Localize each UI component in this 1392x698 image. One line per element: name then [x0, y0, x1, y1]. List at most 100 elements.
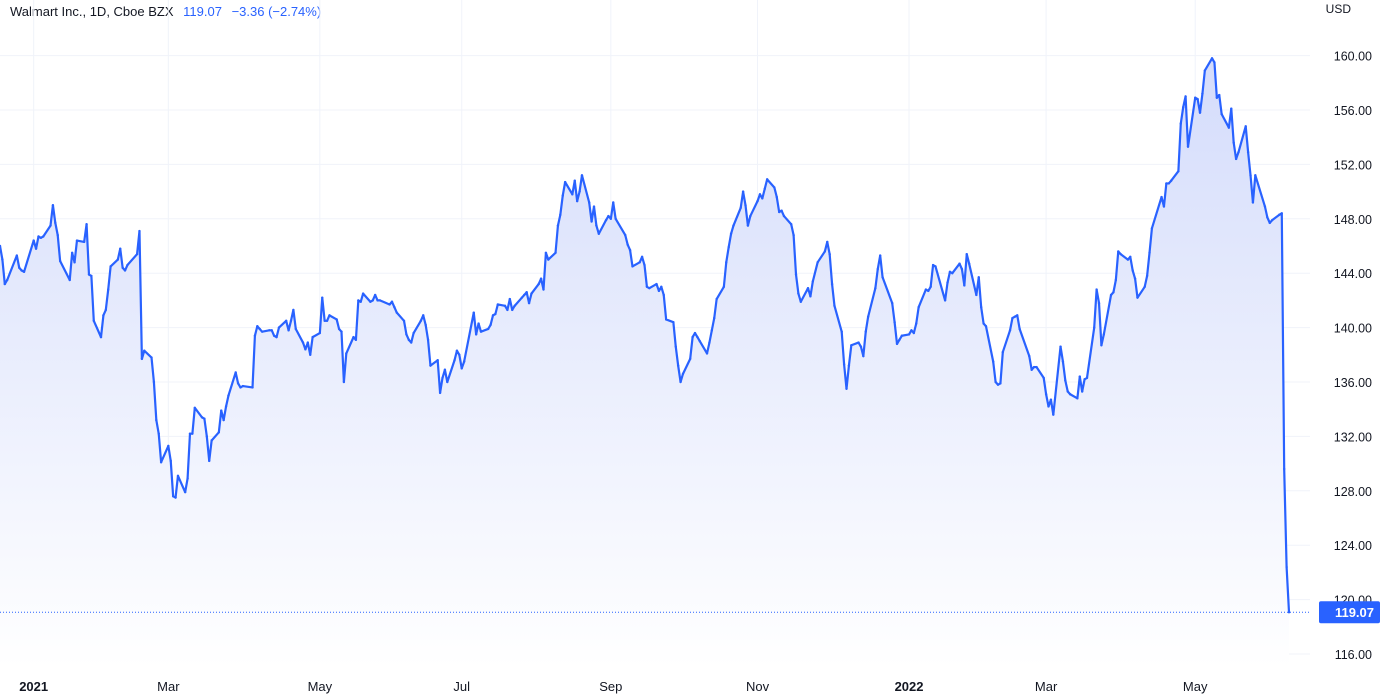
data-point [626, 243, 629, 246]
data-point [340, 330, 343, 333]
data-point [912, 331, 916, 335]
data-point [590, 220, 593, 223]
data-point [474, 333, 478, 336]
data-point [438, 391, 442, 395]
data-point [82, 240, 86, 244]
data-point [698, 340, 702, 343]
data-point [68, 278, 71, 282]
data-point [982, 322, 985, 325]
data-point [1162, 205, 1166, 208]
data-point [713, 316, 716, 320]
data-point [157, 432, 160, 435]
data-point [1268, 221, 1271, 225]
data-point [898, 338, 901, 342]
data-point [460, 367, 463, 370]
data-point [186, 477, 189, 480]
data-point [294, 327, 297, 331]
data-point [410, 341, 413, 344]
data-point [270, 329, 273, 332]
data-point [741, 190, 745, 193]
data-point [1076, 397, 1079, 400]
data-point [256, 325, 259, 328]
data-point [946, 281, 949, 284]
y-tick-label: 148.00 [1334, 213, 1372, 227]
data-point [1028, 354, 1031, 358]
data-point [1287, 611, 1291, 614]
data-point [376, 299, 379, 302]
data-point [1083, 378, 1086, 381]
data-point [963, 284, 966, 287]
data-point [1042, 376, 1045, 380]
data-point [893, 320, 896, 324]
data-point [34, 247, 38, 250]
data-point [51, 204, 55, 207]
data-point [999, 382, 1002, 385]
data-point [924, 288, 928, 291]
data-point [1270, 218, 1274, 222]
data-point [960, 267, 964, 271]
data-point [426, 338, 430, 342]
data-point [660, 285, 663, 288]
data-point [494, 312, 497, 316]
data-point [446, 380, 449, 384]
data-point [1249, 174, 1252, 177]
data-point [580, 174, 584, 177]
data-point [559, 213, 562, 216]
data-point [727, 246, 730, 249]
data-point [506, 308, 509, 312]
y-tick-label: 144.00 [1334, 267, 1372, 281]
data-point [119, 247, 122, 250]
data-point [696, 335, 699, 339]
data-point [614, 217, 617, 220]
data-point [1280, 212, 1283, 215]
data-point [1220, 112, 1223, 116]
data-point [455, 349, 459, 352]
data-point [20, 269, 23, 272]
data-point [878, 254, 882, 257]
data-point [746, 224, 750, 227]
data-point [859, 345, 863, 348]
data-point [927, 289, 930, 293]
data-point [833, 304, 836, 308]
data-point [477, 322, 480, 325]
data-point [56, 233, 59, 237]
data-point [424, 323, 427, 327]
data-point [1097, 301, 1101, 305]
data-point [729, 232, 733, 235]
data-point [563, 180, 567, 184]
data-point [1196, 97, 1199, 101]
data-point [1112, 291, 1115, 294]
data-point [1011, 316, 1014, 320]
price-axis[interactable]: 160.00 156.00 152.00 148.00 144.00 140.00 136.… [1334, 50, 1372, 662]
data-point [73, 261, 76, 264]
data-point [1143, 285, 1146, 288]
time-axis[interactable]: 2021 Mar May Jul Sep Nov 2022 Mar May [19, 679, 1208, 694]
data-point [121, 266, 124, 269]
data-point [402, 319, 406, 322]
data-point [777, 210, 781, 214]
data-point [1, 258, 4, 261]
data-point [126, 263, 129, 267]
data-point [674, 345, 677, 348]
data-point [1244, 125, 1247, 128]
data-point [1215, 96, 1219, 99]
symbol-label: Walmart Inc., 1D, Cboe BZX [10, 4, 174, 19]
y-tick-label: 132.00 [1334, 430, 1372, 444]
data-point [809, 295, 812, 298]
data-point [335, 318, 338, 321]
data-point [761, 197, 764, 200]
data-point [306, 341, 310, 344]
data-point [842, 363, 846, 366]
data-point [857, 341, 860, 344]
data-point [116, 258, 120, 261]
data-point [486, 327, 490, 331]
data-point [253, 334, 257, 337]
y-tick-label: 128.00 [1334, 485, 1372, 499]
data-point [763, 187, 766, 191]
data-point [951, 272, 954, 275]
data-point [203, 417, 206, 420]
data-point [845, 387, 848, 390]
data-point [624, 233, 627, 237]
data-point [782, 214, 786, 218]
